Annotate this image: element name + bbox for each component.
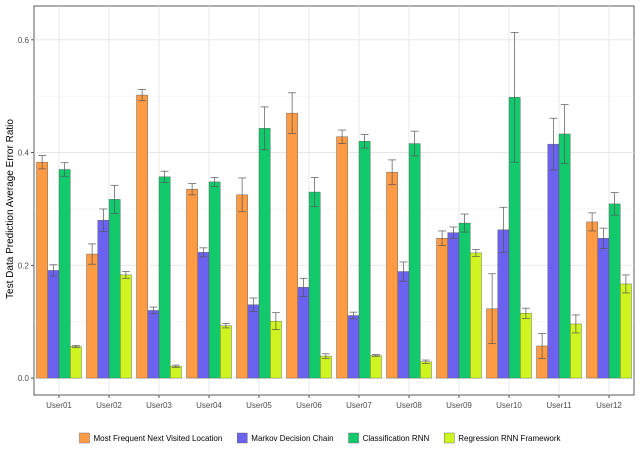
bar	[347, 315, 360, 379]
bar	[208, 181, 221, 379]
bar	[170, 366, 182, 379]
bar	[297, 287, 310, 379]
bar	[370, 355, 382, 379]
bar	[620, 283, 632, 379]
bar	[70, 346, 82, 379]
x-tick-label: User07	[346, 401, 372, 410]
axes: 0.0 0.2 0.4 0.6 User01 User02 User03 User04 User…	[18, 36, 623, 410]
bar	[47, 270, 60, 379]
bars	[36, 32, 632, 379]
y-tick-label: 0.6	[18, 36, 30, 45]
bar	[136, 94, 148, 379]
plot-panel	[33, 5, 635, 396]
bar	[520, 313, 532, 379]
legend-swatch	[79, 432, 90, 444]
legend-label: Most Frequent Next Visited Location	[93, 434, 222, 443]
bar	[97, 220, 110, 379]
x-tick-label: User03	[146, 401, 172, 410]
legend-swatch	[348, 432, 359, 444]
bar	[586, 221, 598, 379]
bar	[86, 253, 98, 379]
bar	[58, 169, 71, 379]
bar	[547, 143, 560, 379]
bar	[220, 325, 232, 379]
bar	[447, 232, 460, 379]
legend-label: Classification RNN	[363, 434, 430, 443]
legend-swatch	[444, 432, 455, 444]
x-tick-label: User04	[196, 401, 222, 410]
bar	[558, 133, 571, 379]
bar	[36, 161, 48, 379]
bar	[420, 361, 432, 379]
x-tick-label: User02	[96, 401, 122, 410]
bar	[320, 355, 332, 379]
bar	[286, 112, 298, 379]
x-tick-label: User09	[446, 401, 472, 410]
bar	[197, 252, 210, 379]
bar	[408, 143, 421, 379]
grid-lines	[33, 5, 635, 396]
bar	[436, 238, 448, 379]
y-tick-label: 0.4	[18, 149, 30, 158]
bar	[470, 252, 482, 379]
bar	[258, 128, 271, 379]
legend-label: Markov Decision Chain	[251, 434, 333, 443]
x-tick-label: User12	[596, 401, 622, 410]
bar	[608, 203, 621, 379]
bar	[358, 141, 371, 379]
x-tick-label: User10	[496, 401, 522, 410]
bar	[158, 176, 171, 379]
legend: Most Frequent Next Visited Location Marko…	[79, 432, 562, 444]
bar	[147, 310, 160, 379]
y-axis-title: Test Data Prediction Average Error Ratio	[5, 119, 16, 299]
bar	[458, 222, 471, 379]
bar	[120, 274, 132, 379]
bar	[186, 189, 198, 379]
x-tick-label: User06	[296, 401, 322, 410]
bar	[336, 136, 348, 379]
bar	[247, 304, 260, 379]
bar	[397, 271, 410, 379]
x-tick-label: User08	[396, 401, 422, 410]
x-tick-label: User05	[246, 401, 272, 410]
x-tick-label: User11	[546, 401, 572, 410]
bar	[108, 199, 121, 379]
legend-swatch	[237, 432, 248, 444]
bar	[597, 238, 610, 379]
bar	[386, 172, 398, 379]
y-tick-label: 0.2	[18, 261, 30, 270]
bar	[236, 194, 248, 379]
x-tick-label: User01	[46, 401, 72, 410]
y-tick-label: 0.0	[18, 374, 30, 383]
legend-label: Regression RNN Framework	[458, 434, 561, 443]
bar	[308, 191, 321, 379]
